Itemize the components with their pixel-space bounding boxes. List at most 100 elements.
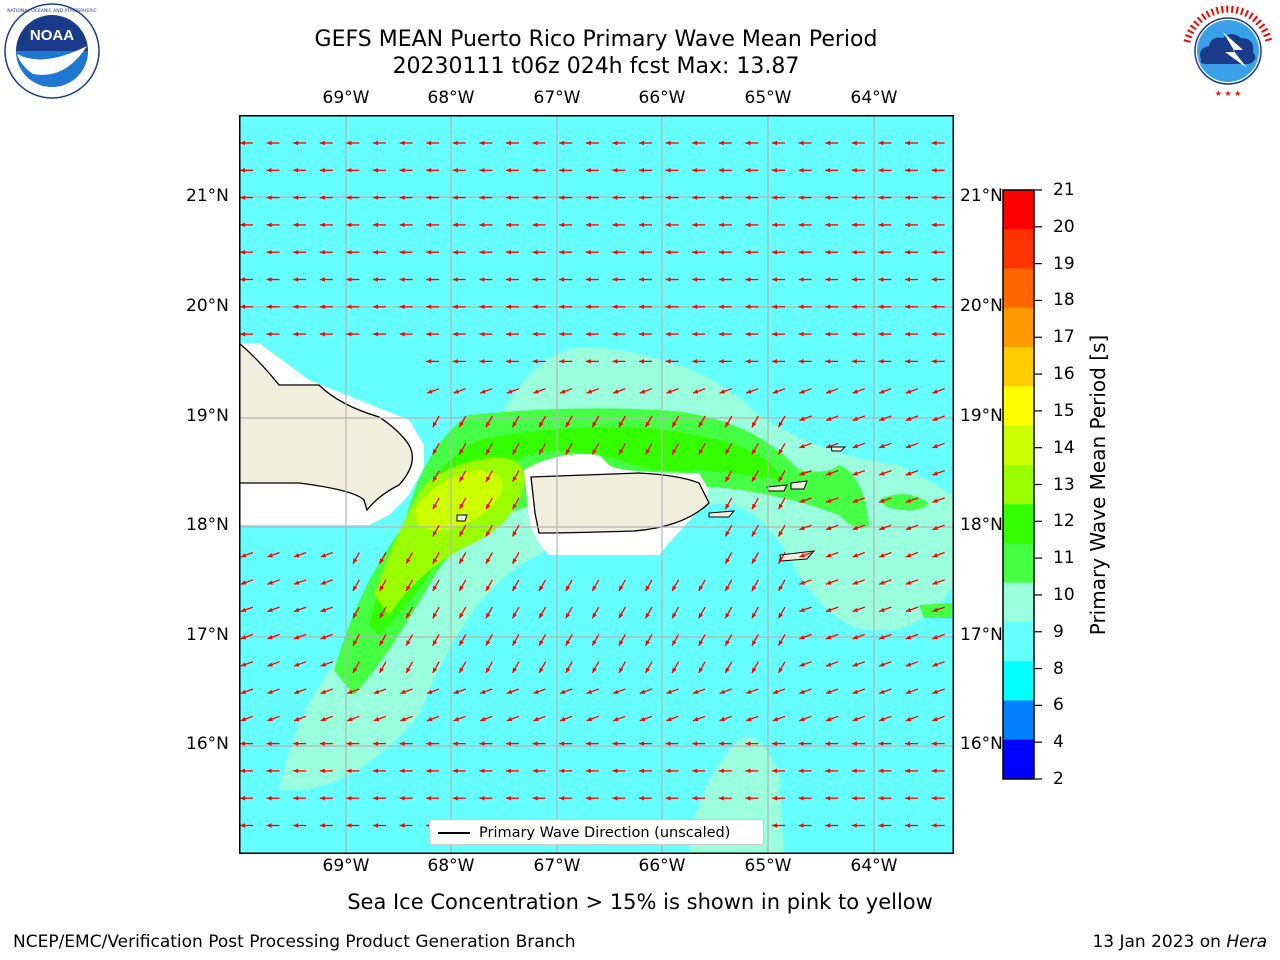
lon-label-bottom: 67°W bbox=[533, 856, 581, 876]
wave-arrow-head bbox=[639, 140, 644, 146]
wave-arrow-head bbox=[751, 640, 757, 646]
wave-arrow-head bbox=[931, 741, 937, 746]
wave-arrow-head bbox=[639, 168, 644, 173]
wave-arrow-head bbox=[479, 304, 485, 310]
wave-arrow-head bbox=[452, 195, 458, 200]
wave-arrow-head bbox=[692, 277, 698, 282]
wave-arrow-head bbox=[532, 741, 538, 746]
wave-arrow-head bbox=[618, 640, 624, 646]
wave-arrow-head bbox=[851, 140, 857, 146]
wave-arrow-head bbox=[266, 222, 272, 228]
wave-arrow-head bbox=[532, 359, 538, 364]
wave-arrow-head bbox=[293, 553, 300, 558]
wave-arrow-head bbox=[399, 823, 405, 828]
colorbar-swatch bbox=[1003, 621, 1034, 662]
wave-arrow-head bbox=[772, 689, 779, 694]
wave-arrow-head bbox=[825, 443, 832, 449]
wave-arrow-head bbox=[825, 304, 831, 310]
puerto-rico-land bbox=[530, 472, 710, 534]
wave-arrow-head bbox=[453, 689, 460, 694]
wave-arrow-head bbox=[878, 249, 884, 255]
wave-arrow-head bbox=[672, 612, 677, 619]
wave-arrow-head bbox=[346, 277, 352, 282]
colorbar-tick-label: 16 bbox=[1053, 364, 1075, 385]
wave-arrow-head bbox=[565, 421, 571, 428]
wave-arrow-head bbox=[879, 498, 885, 503]
wave-arrow-head bbox=[665, 304, 671, 310]
colorbar-swatch bbox=[1003, 347, 1034, 387]
wave-arrow-head bbox=[698, 421, 704, 428]
wave-arrow-head bbox=[799, 607, 805, 612]
wave-arrow-head bbox=[585, 249, 591, 255]
wave-arrow-head bbox=[346, 249, 352, 255]
wave-arrow-head bbox=[798, 249, 804, 255]
wave-arrow-head bbox=[665, 277, 671, 282]
colorbar-swatch bbox=[1003, 307, 1034, 348]
wave-arrow-head bbox=[825, 662, 832, 667]
wave-arrow-head bbox=[399, 249, 405, 255]
wave-arrow-head bbox=[559, 140, 565, 146]
wave-arrow-head bbox=[379, 612, 384, 619]
wave-arrow-head bbox=[539, 640, 544, 646]
wave-arrow-head bbox=[293, 195, 299, 200]
wave-arrow-head bbox=[851, 795, 857, 801]
wave-arrow-head bbox=[452, 795, 458, 801]
wave-arrow-head bbox=[665, 795, 671, 801]
wave-arrow-head bbox=[639, 195, 644, 200]
wave-arrow-head bbox=[240, 168, 245, 173]
wave-arrow-head bbox=[266, 795, 272, 801]
wave-arrow-head bbox=[346, 168, 352, 173]
wave-arrow-head bbox=[512, 421, 517, 428]
wave-arrow-head bbox=[592, 667, 597, 673]
wave-arrow-head bbox=[851, 304, 857, 310]
wave-arrow-head bbox=[879, 553, 885, 558]
wave-arrow-head bbox=[905, 498, 912, 503]
wave-arrow-head bbox=[426, 168, 432, 173]
wave-arrow-head bbox=[672, 421, 677, 428]
wave-arrow-head bbox=[799, 416, 805, 421]
wave-arrow-head bbox=[506, 716, 513, 722]
wave-arrow-head bbox=[373, 140, 378, 146]
colorbar-tick-label: 2 bbox=[1053, 769, 1064, 789]
wave-arrow-head bbox=[878, 277, 884, 282]
wave-arrow-head bbox=[240, 553, 247, 558]
wave-arrow-head bbox=[851, 222, 857, 228]
wave-arrow-head bbox=[751, 476, 757, 482]
wave-arrow-head bbox=[453, 389, 460, 394]
wave-arrow-head bbox=[373, 689, 380, 694]
wave-arrow-head bbox=[320, 689, 327, 694]
wave-arrow-head bbox=[533, 689, 539, 694]
wave-arrow-head bbox=[852, 525, 859, 531]
wave-arrow-head bbox=[745, 331, 751, 337]
wave-arrow-head bbox=[745, 195, 751, 200]
wave-arrow-head bbox=[479, 277, 485, 282]
wave-arrow-head bbox=[452, 249, 458, 255]
wave-arrow-head bbox=[825, 607, 832, 612]
wave-arrow-head bbox=[426, 359, 432, 364]
wave-arrow-head bbox=[778, 558, 783, 564]
wave-arrow-head bbox=[692, 249, 698, 255]
wave-arrow-head bbox=[293, 635, 300, 640]
wave-arrow-head bbox=[346, 741, 352, 746]
wave-arrow-head bbox=[266, 249, 272, 255]
wave-arrow-head bbox=[692, 768, 698, 774]
hispaniola-land bbox=[239, 342, 413, 512]
wave-arrow-head bbox=[559, 249, 565, 255]
wave-arrow-head bbox=[639, 768, 644, 774]
colorbar-swatch bbox=[1003, 543, 1034, 584]
wave-arrow-head bbox=[879, 525, 885, 531]
wave-arrow-head bbox=[346, 823, 352, 828]
wave-arrow-head bbox=[592, 585, 597, 592]
wave-arrow-head bbox=[905, 249, 910, 255]
wave-arrow-head bbox=[778, 449, 783, 455]
wave-arrow-head bbox=[485, 503, 491, 510]
wave-arrow-head bbox=[480, 689, 486, 694]
wave-arrow-head bbox=[319, 741, 325, 746]
wave-arrow-head bbox=[319, 168, 325, 173]
colorbar-tick-label: 10 bbox=[1053, 584, 1075, 605]
wave-arrow-head bbox=[725, 612, 730, 619]
wave-arrow-head bbox=[532, 768, 538, 774]
lon-label-top: 65°W bbox=[744, 88, 792, 108]
wave-arrow-head bbox=[586, 389, 593, 394]
wave-arrow-head bbox=[452, 304, 458, 310]
